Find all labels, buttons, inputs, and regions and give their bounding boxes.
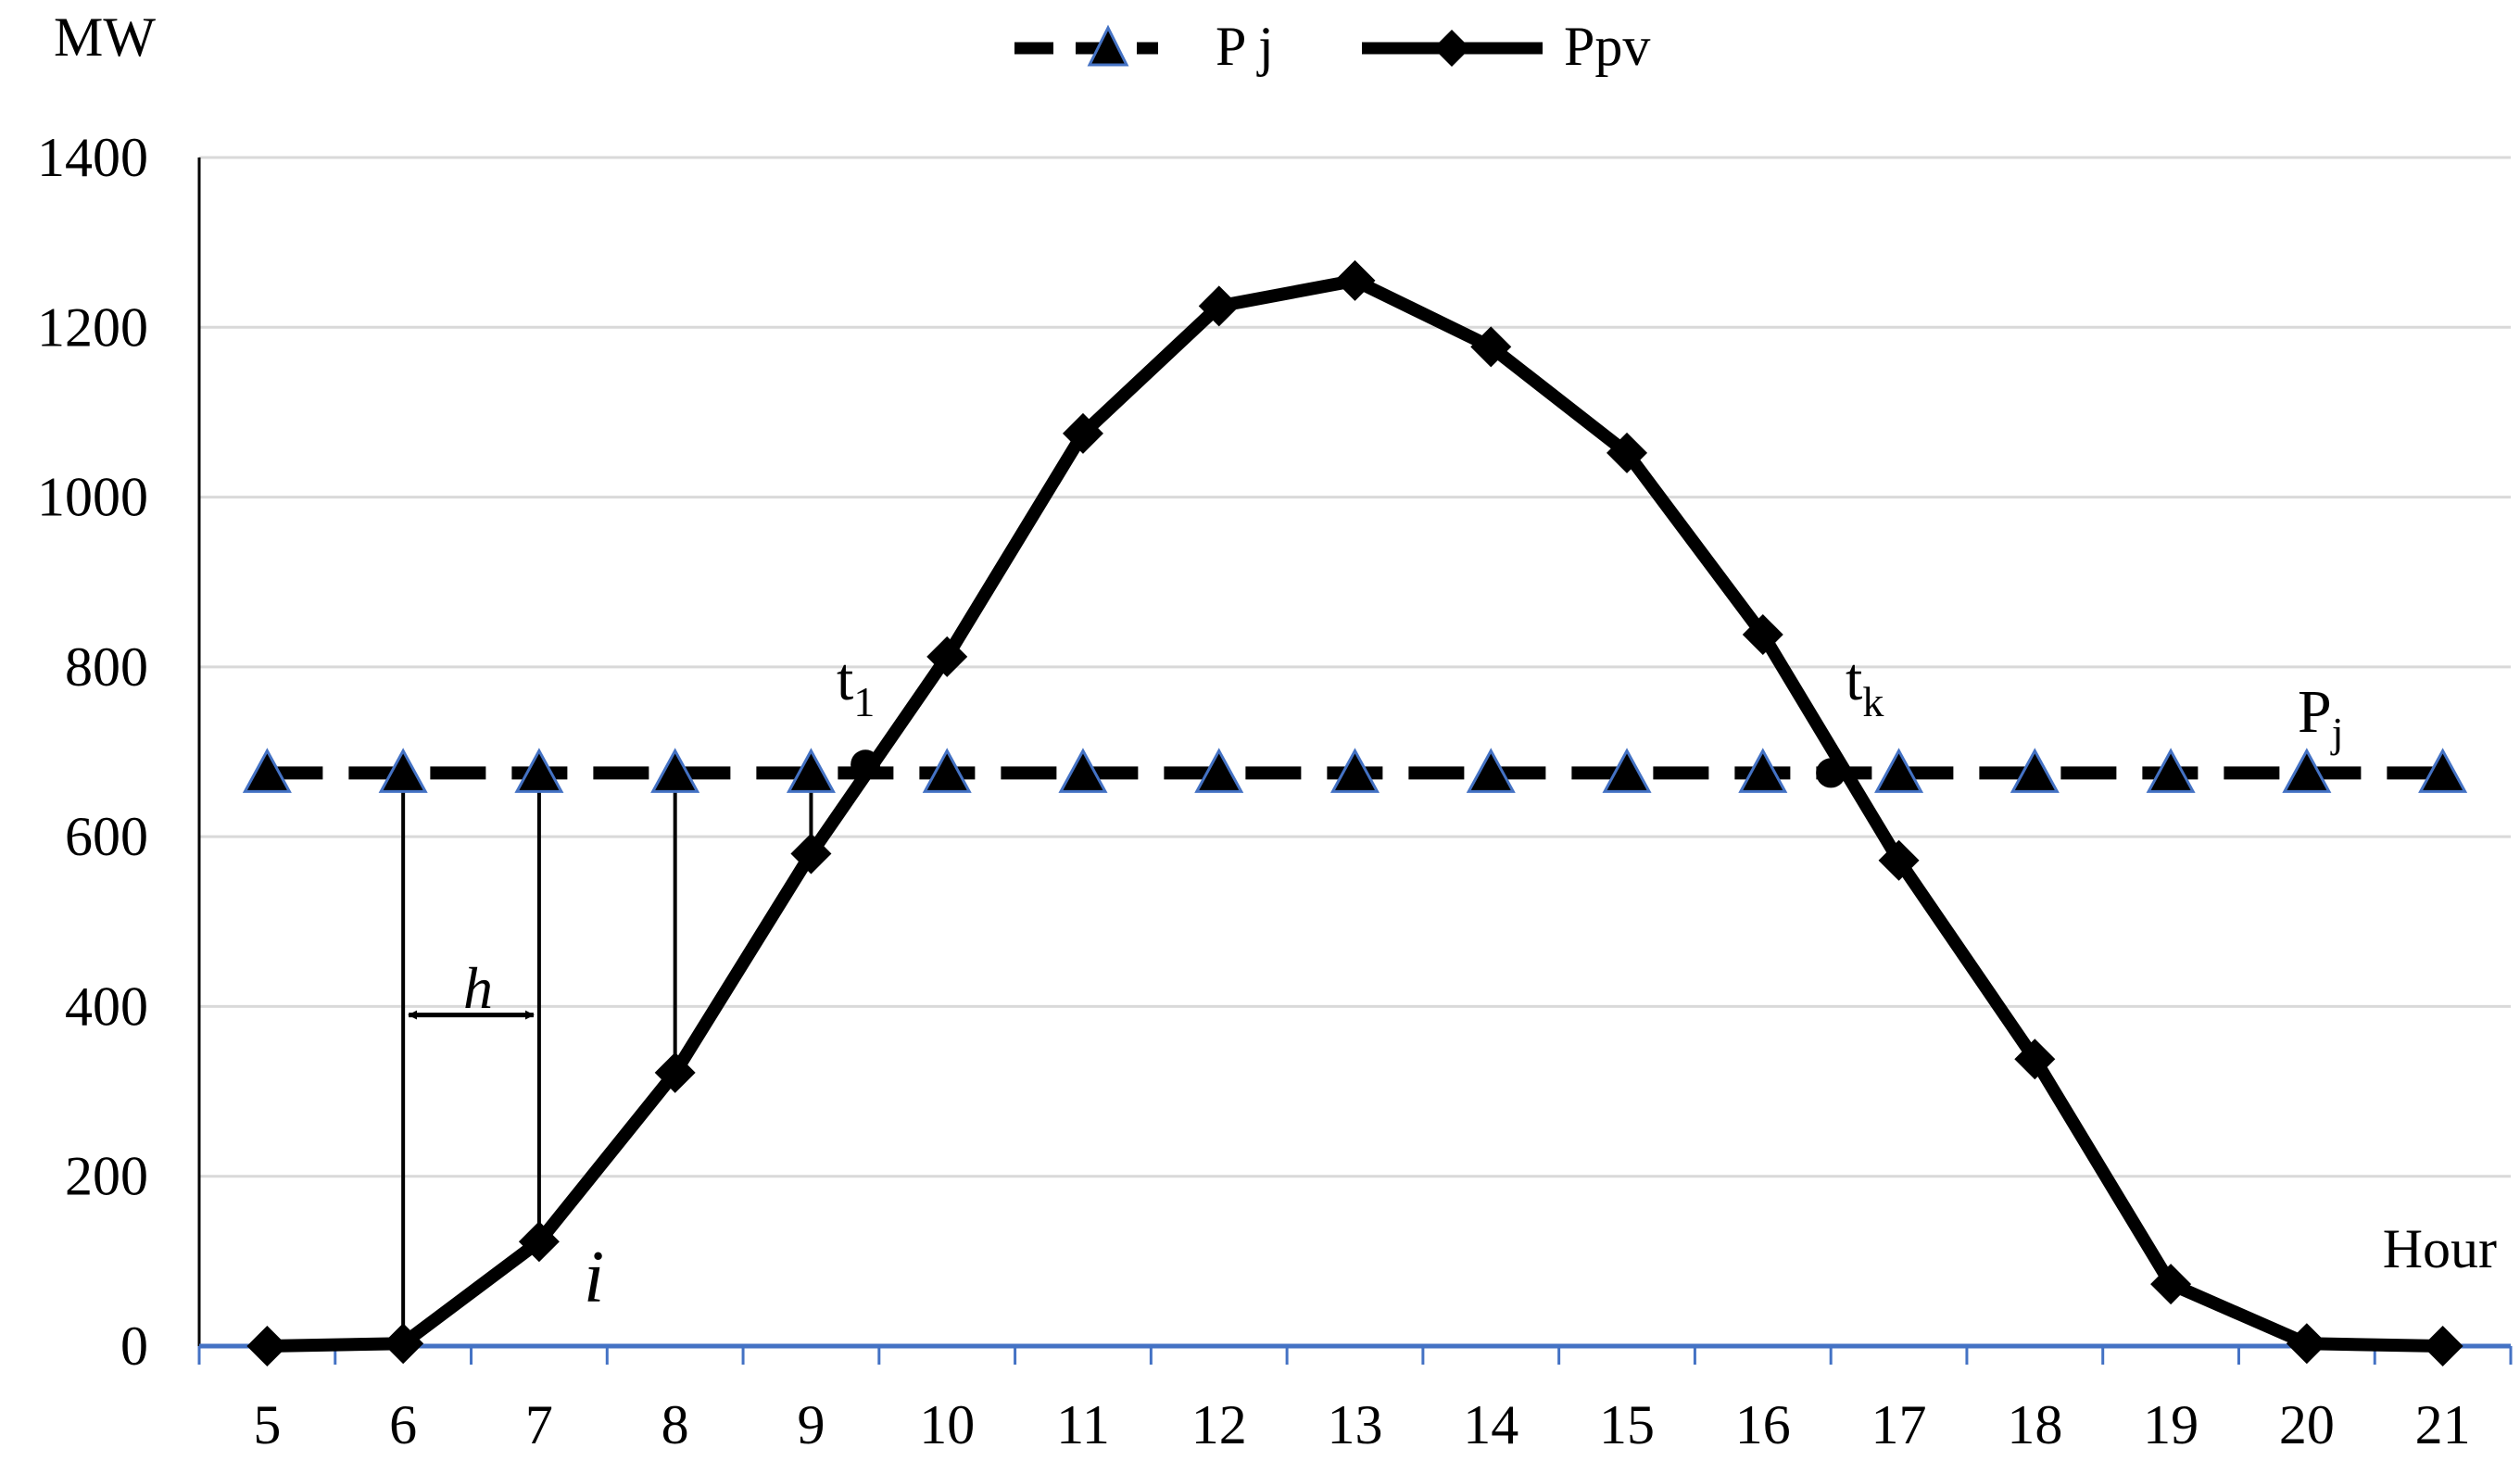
annotation-t1: t1: [837, 646, 875, 725]
intersection-point-t1: [850, 749, 881, 780]
series-pj-marker-7: [514, 748, 564, 793]
series-pj-marker-18: [2010, 748, 2060, 793]
legend-item-ppv[interactable]: Ppv: [1362, 16, 1650, 77]
annotation-tk: tk: [1846, 646, 1884, 725]
y-tick-label-1400: 1400: [37, 127, 148, 188]
series-pj-marker-8: [650, 748, 700, 793]
x-tick-label-13: 13: [1328, 1394, 1383, 1455]
series-pj-marker-9: [786, 748, 836, 793]
y-tick-label-1000: 1000: [37, 467, 148, 528]
series-pj-marker-5: [242, 748, 292, 793]
series-pj-marker-15: [1602, 748, 1652, 793]
x-tick-label-6: 6: [389, 1394, 417, 1455]
series-ppv-marker-9: [790, 833, 832, 875]
series-pj-marker-6: [378, 748, 428, 793]
x-tick-label-10: 10: [919, 1394, 975, 1455]
y-tick-label-1200: 1200: [37, 296, 148, 358]
legend-ppv-label: Ppv: [1564, 16, 1650, 77]
series-ppv-marker-14: [1470, 326, 1512, 368]
series-ppv-marker-17: [1878, 839, 1920, 881]
series-pj-marker-16: [1738, 748, 1788, 793]
series-ppv-marker-16: [1742, 614, 1783, 656]
series-pj-marker-19: [2146, 748, 2196, 793]
series-ppv-marker-7: [518, 1221, 560, 1263]
legend: P j Ppv: [1014, 16, 1650, 77]
series-ppv-marker-21: [2422, 1326, 2463, 1366]
annotation-pj: Pj: [2298, 678, 2344, 756]
series-pj-marker-21: [2418, 748, 2468, 793]
x-tick-label-18: 18: [2007, 1394, 2062, 1455]
series-pj-marker-17: [1874, 748, 1924, 793]
legend-pj-triangle-marker: [1087, 24, 1129, 67]
series-ppv-marker-12: [1198, 285, 1240, 327]
series-ppv-marker-11: [1062, 412, 1103, 454]
series-pj-marker-14: [1466, 748, 1516, 793]
label-layer: MW Hour 0 200 400 600 800 1000 1200 1400 5 6 7 8 9 10…: [37, 6, 2497, 1455]
legend-item-pj[interactable]: P j: [1014, 16, 1274, 77]
x-tick-label-15: 15: [1599, 1394, 1655, 1455]
x-tick-label-20: 20: [2279, 1394, 2335, 1455]
legend-ppv-diamond-marker: [1433, 30, 1470, 67]
annotation-i: i: [584, 1237, 604, 1318]
series-pj-marker-20: [2282, 748, 2332, 793]
grid-layer: [199, 156, 2511, 1178]
x-tick-label-5: 5: [253, 1394, 281, 1455]
x-tick-label-19: 19: [2143, 1394, 2199, 1455]
annotation-h: h: [463, 955, 493, 1021]
y-tick-label-600: 600: [65, 806, 148, 867]
series-ppv-marker-10: [926, 636, 968, 677]
intersection-point-tk: [1816, 758, 1846, 788]
series-ppv-marker-8: [654, 1051, 696, 1093]
annotation-lines-layer: [401, 773, 813, 1344]
x-tick-label-21: 21: [2415, 1394, 2471, 1455]
x-tick-label-11: 11: [1056, 1394, 1110, 1455]
x-tick-label-14: 14: [1463, 1394, 1518, 1455]
series-pj-marker-10: [922, 748, 972, 793]
series-pj-marker-12: [1194, 748, 1244, 793]
axis-layer: [197, 157, 2513, 1365]
series-ppv-marker-6: [383, 1323, 424, 1365]
y-tick-label-0: 0: [120, 1316, 148, 1377]
legend-pj-label: P j: [1216, 16, 1274, 77]
series-ppv-marker-15: [1606, 432, 1648, 473]
series-ppv-marker-18: [2014, 1039, 2056, 1080]
series-line-ppv: [267, 273, 2443, 1353]
x-tick-label-7: 7: [525, 1394, 553, 1455]
x-axis-title: Hour: [2383, 1218, 2497, 1279]
x-tick-label-9: 9: [797, 1394, 825, 1455]
y-axis-title: MW: [54, 6, 156, 68]
series-pj-marker-13: [1329, 748, 1380, 793]
series-ppv-marker-19: [2150, 1264, 2192, 1305]
series-ppv-marker-20: [2286, 1323, 2327, 1365]
x-tick-label-12: 12: [1191, 1394, 1247, 1455]
x-tick-label-16: 16: [1735, 1394, 1791, 1455]
y-tick-label-400: 400: [65, 976, 148, 1037]
annotation-text-layer: t1 tk Pj h i: [463, 646, 2344, 1318]
series-ppv-marker-13: [1334, 259, 1376, 301]
series-ppv-marker-5: [246, 1326, 288, 1366]
x-tick-label-17: 17: [1871, 1394, 1927, 1455]
y-tick-label-800: 800: [65, 636, 148, 698]
series-pj-marker-11: [1058, 748, 1108, 793]
series-layer: [242, 259, 2468, 1366]
y-tick-label-200: 200: [65, 1146, 148, 1207]
x-tick-label-8: 8: [662, 1394, 689, 1455]
